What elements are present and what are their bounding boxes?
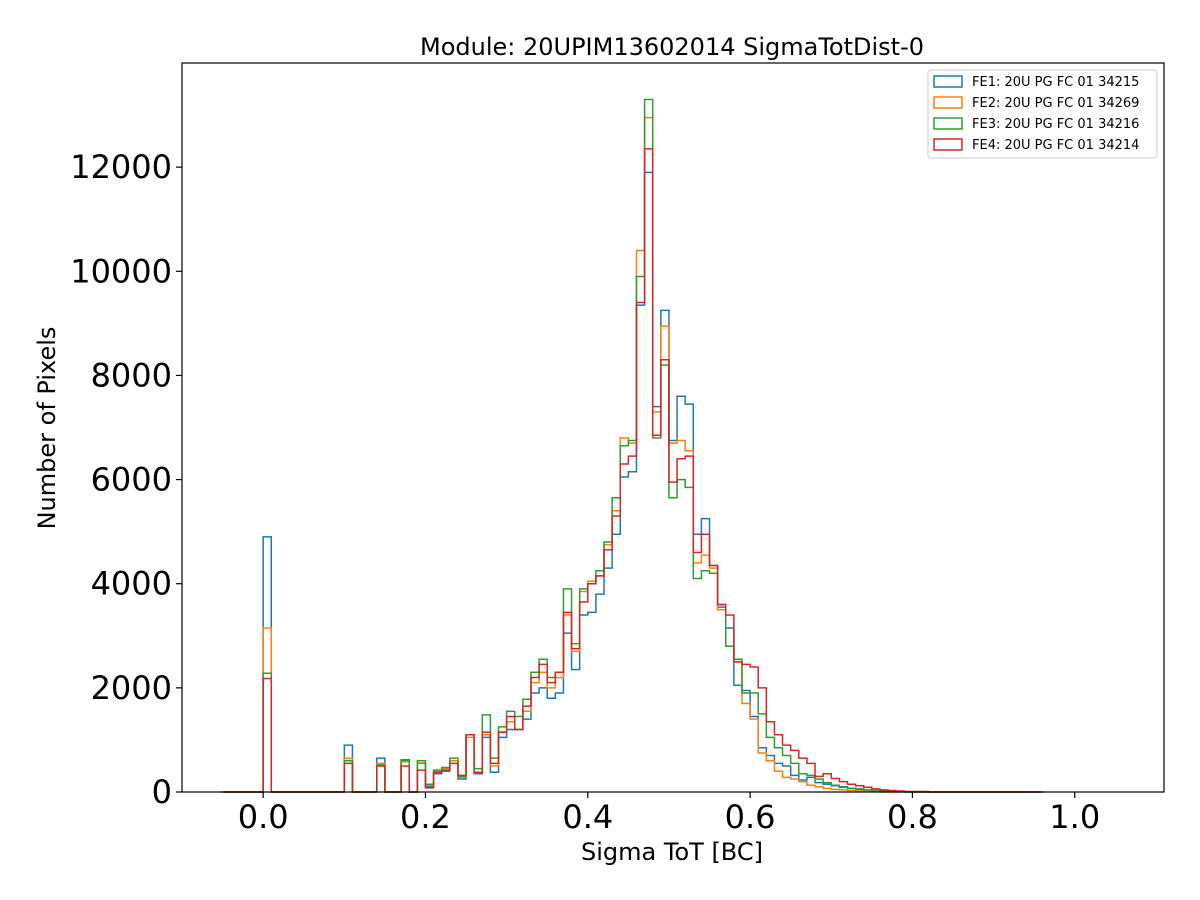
y-axis-label: Number of Pixels	[33, 327, 61, 530]
y-tick-label: 6000	[91, 461, 172, 499]
y-tick-label: 8000	[91, 356, 172, 394]
series-1-histogram	[222, 171, 1043, 793]
legend: FE1: 20U PG FC 01 34215 FE2: 20U PG FC 01…	[927, 69, 1158, 159]
y-tick-label: 10000	[70, 252, 172, 290]
x-axis-label: Sigma ToT [BC]	[581, 838, 763, 866]
y-tick-label: 4000	[91, 565, 172, 603]
x-tick-label: 0.0	[238, 798, 289, 836]
series-2-histogram	[222, 116, 1027, 793]
y-axis: 0 2000 4000 6000 8000 10000 12000	[70, 148, 182, 811]
series-4-histogram	[222, 148, 1043, 793]
legend-box	[927, 69, 1158, 159]
x-tick-label: 0.6	[725, 798, 776, 836]
histogram-layer	[222, 98, 1043, 793]
y-tick-label: 0	[152, 773, 172, 811]
series-3-histogram	[222, 98, 1043, 793]
legend-label: FE1: 20U PG FC 01 34215	[972, 75, 1139, 90]
legend-label: FE3: 20U PG FC 01 34216	[972, 117, 1139, 132]
legend-label: FE4: 20U PG FC 01 34214	[972, 138, 1139, 153]
legend-swatch	[933, 138, 963, 151]
legend-swatch	[933, 75, 963, 88]
y-tick-label: 12000	[70, 148, 172, 186]
chart-title: Module: 20UPIM13602014 SigmaTotDist-0	[420, 33, 924, 61]
legend-swatch	[933, 117, 963, 130]
x-tick-label: 1.0	[1049, 798, 1100, 836]
legend-label: FE2: 20U PG FC 01 34269	[972, 96, 1139, 111]
plot-frame	[181, 62, 1165, 793]
x-tick-label: 0.8	[887, 798, 938, 836]
legend-swatch	[933, 96, 963, 109]
x-axis: 0.0 0.2 0.4 0.6 0.8 1.0	[238, 792, 1100, 836]
x-tick-label: 0.2	[400, 798, 451, 836]
y-tick-label: 2000	[91, 669, 172, 707]
x-tick-label: 0.4	[562, 798, 613, 836]
